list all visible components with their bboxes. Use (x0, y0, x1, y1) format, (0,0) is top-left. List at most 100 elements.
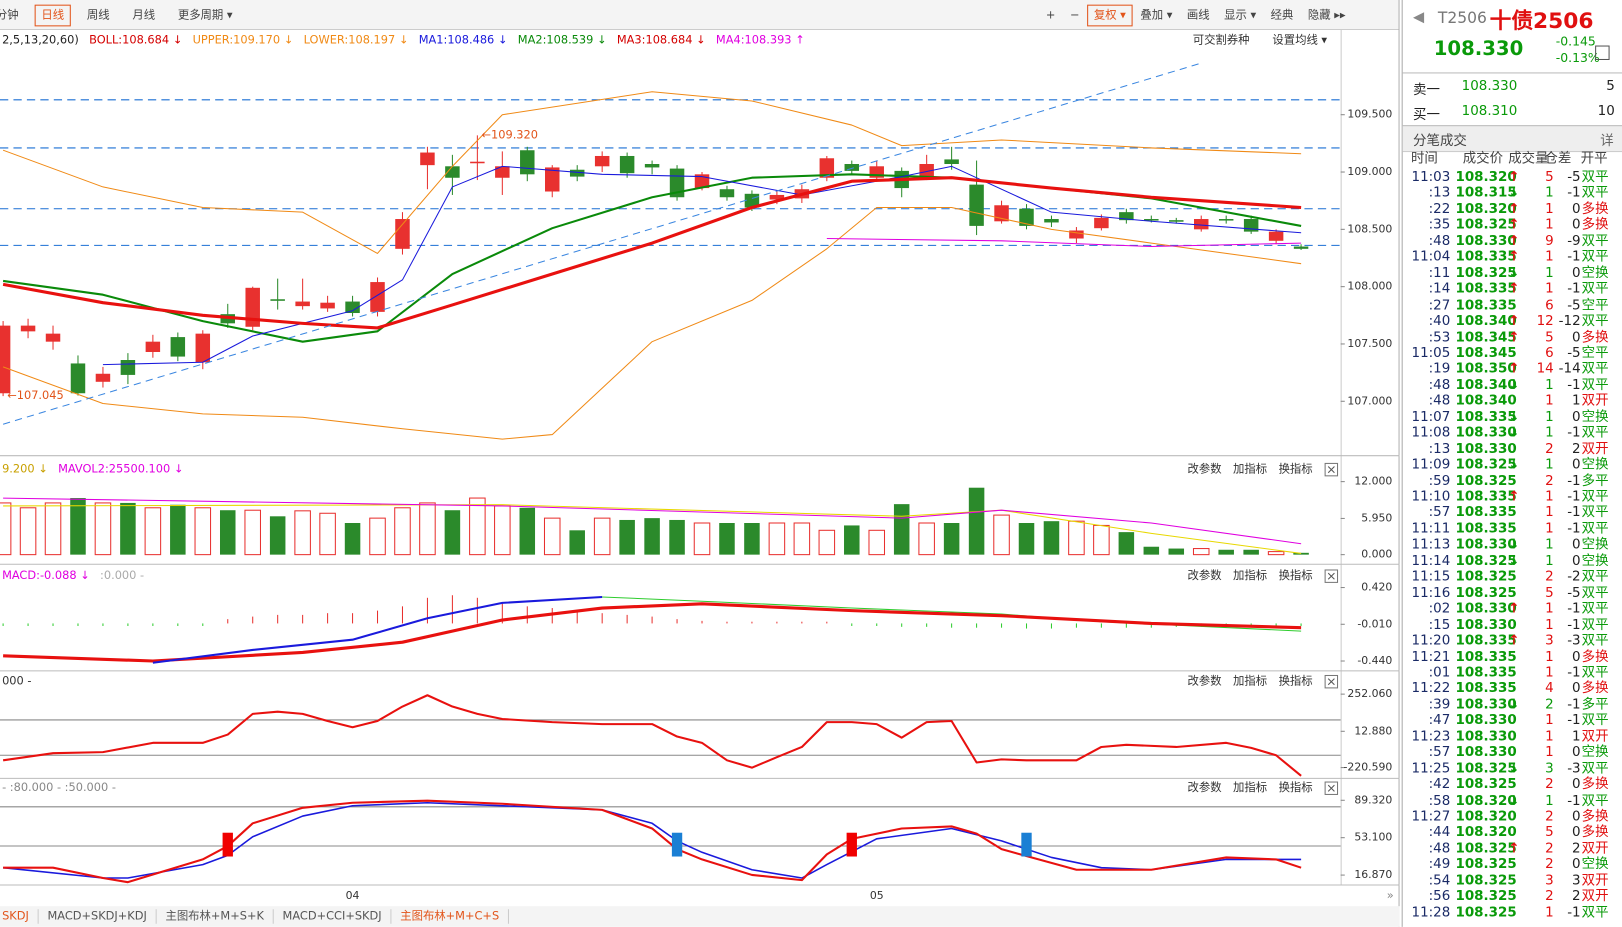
trade-position-change: -1 (1567, 665, 1581, 681)
trade-type: 双平 (1581, 904, 1609, 921)
y-tick-label: 107.000 (1347, 394, 1392, 407)
trade-volume: 1 (1545, 729, 1554, 745)
panel-button[interactable]: 加指标 (1233, 462, 1267, 476)
indicator-tab[interactable]: MACD+CCI+SKDJ (283, 909, 382, 923)
column-header: 仓差 (1544, 151, 1572, 167)
indicator-line (3, 602, 1302, 663)
trade-price: 108.325 (1455, 569, 1517, 585)
candle-body (844, 164, 860, 171)
candle-body (45, 333, 61, 342)
trade-volume: 2 (1545, 697, 1554, 713)
trade-time: :47 (1428, 713, 1451, 729)
toolbar-button[interactable]: 叠加 ▾ (1140, 8, 1172, 22)
panel-button[interactable]: 加指标 (1233, 568, 1267, 582)
toolbar-button[interactable]: 复权 ▾ (1094, 8, 1126, 22)
trade-time: :54 (1428, 872, 1451, 889)
trade-time: 11:07 (1411, 409, 1451, 425)
x-tick-label: 04 (346, 889, 360, 902)
volume-bar (768, 522, 786, 556)
candle-body (420, 152, 435, 166)
indicator-tab[interactable]: 主图布林+M+S+K (165, 909, 264, 923)
panel-button[interactable]: 改参数 (1188, 462, 1223, 476)
trade-price: 108.335 (1455, 633, 1517, 649)
trade-type: 空平 (1581, 345, 1609, 361)
trade-volume: 5 (1545, 169, 1554, 186)
trade-position-change: -1 (1567, 425, 1581, 441)
volume-bar (144, 507, 162, 556)
indicator-line (3, 497, 1302, 545)
scroll-arrow[interactable]: » (1387, 888, 1394, 902)
panel-button[interactable]: 改参数 (1188, 568, 1223, 582)
toolbar-button[interactable]: 日线 (41, 8, 64, 22)
toolbar-button[interactable]: 隐藏 ▸▸ (1308, 8, 1346, 22)
trade-volume: 1 (1545, 425, 1554, 441)
indicator-value: 2,5,13,20,60) (2, 32, 79, 46)
trade-arrow: ↑ (1508, 601, 1520, 617)
trade-price: 108.325 (1455, 760, 1517, 777)
trade-arrow: ↓ (1508, 760, 1520, 777)
panel-button[interactable]: 加指标 (1233, 780, 1267, 794)
toolbar (0, 0, 1400, 29)
trade-position-change: -1 (1567, 697, 1581, 713)
trade-type: 多平 (1581, 473, 1609, 489)
prev-arrow[interactable]: ◀ (1413, 9, 1425, 26)
trade-price: 108.335 (1455, 409, 1517, 425)
indicator-value: 9.200 ↓ (2, 462, 48, 476)
volume-bar (94, 502, 112, 556)
toolbar-button[interactable]: 显示 ▾ (1224, 8, 1256, 22)
panel-button[interactable]: 加指标 (1233, 674, 1267, 688)
candle-body (20, 325, 36, 332)
column-header: 成交量 (1508, 151, 1549, 167)
trade-price: 108.320 (1455, 824, 1517, 841)
panel-button[interactable]: 改参数 (1188, 780, 1223, 794)
toolbar-button[interactable]: 分钟 (0, 8, 19, 22)
contract-code: T2506 (1437, 8, 1487, 27)
trade-volume: 1 (1545, 553, 1554, 569)
trade-time: 11:21 (1411, 649, 1451, 665)
trade-position-change: -2 (1567, 569, 1581, 585)
indicator-tab[interactable]: MACD+SKDJ+KDJ (47, 909, 146, 923)
toolbar-button[interactable]: 画线 (1187, 8, 1210, 22)
ask-volume: 5 (1606, 78, 1615, 95)
indicator-tab[interactable]: SKDJ (2, 909, 29, 923)
volume-bar (319, 512, 336, 556)
indicator-tab[interactable]: 主图布林+M+C+S (400, 909, 499, 923)
trade-arrow: ↓ (1508, 409, 1520, 425)
trade-position-change: 0 (1572, 457, 1581, 473)
trade-time: 11:11 (1411, 521, 1451, 537)
panel-button[interactable]: 改参数 (1188, 674, 1223, 688)
trade-volume: 3 (1545, 633, 1554, 649)
detail-button[interactable]: 详 (1600, 133, 1614, 149)
trade-volume: 1 (1545, 249, 1554, 266)
toolbar-button[interactable]: 经典 (1271, 8, 1294, 22)
volume-bar (344, 523, 361, 555)
trade-type: 双开 (1581, 729, 1609, 745)
toolbar-button[interactable]: + (1046, 8, 1056, 22)
trade-price: 108.325 (1455, 473, 1517, 489)
panel-button[interactable]: 换指标 (1279, 462, 1313, 476)
trade-position-change: 3 (1572, 872, 1581, 889)
toolbar-button[interactable]: 月线 (132, 8, 155, 22)
toolbar-button[interactable]: 周线 (87, 8, 110, 22)
trade-position-change: -5 (1567, 297, 1581, 314)
trade-price: 108.330 (1455, 713, 1517, 729)
toolbar-button[interactable]: 更多周期 ▾ (178, 8, 233, 22)
panel-button[interactable]: 换指标 (1279, 568, 1313, 582)
trade-type: 双平 (1581, 713, 1609, 729)
signal-marker (222, 832, 233, 857)
main-button[interactable]: 设置均线 ▾ (1272, 32, 1327, 46)
collapse-icon[interactable] (1595, 45, 1610, 60)
candle-body (569, 169, 585, 177)
trade-position-change: -12 (1558, 313, 1581, 330)
toolbar-button[interactable]: − (1070, 8, 1080, 22)
trade-position-change: -1 (1567, 249, 1581, 266)
trade-time: :35 (1428, 217, 1451, 234)
y-tick-label: 53.100 (1354, 831, 1392, 844)
volume-bar (170, 504, 186, 555)
panel-button[interactable]: 换指标 (1279, 674, 1313, 688)
panel-button[interactable]: 换指标 (1279, 780, 1313, 794)
last-price: 108.330 (1434, 37, 1524, 60)
candle-body (295, 301, 310, 307)
trade-volume: 1 (1545, 281, 1554, 298)
main-button[interactable]: 可交割券种 (1193, 32, 1250, 46)
